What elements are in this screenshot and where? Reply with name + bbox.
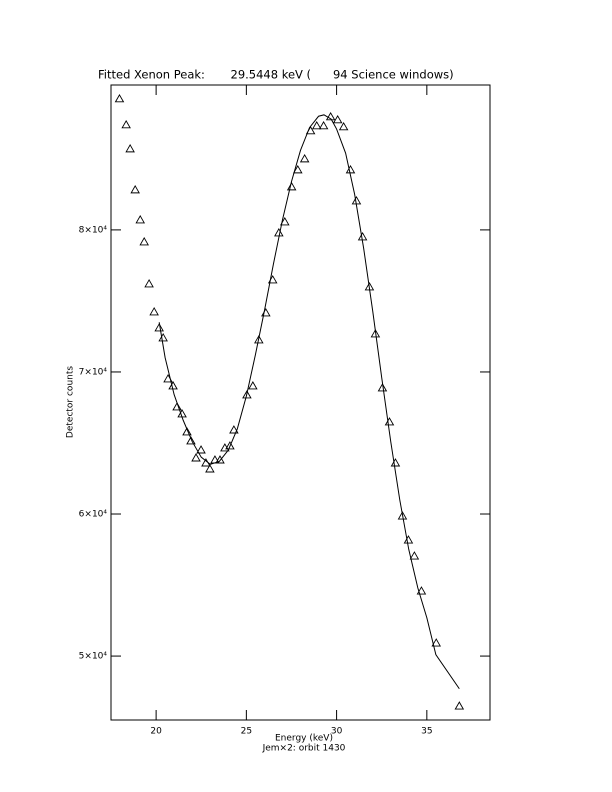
y-axis-label: Detector counts	[66, 366, 76, 438]
data-point	[125, 143, 135, 153]
x-axis-sublabel: Jem×2: orbit 1430	[262, 744, 346, 754]
data-point	[139, 236, 149, 246]
data-point	[205, 464, 215, 473]
data-point	[121, 119, 131, 129]
data-point	[114, 93, 125, 103]
data-point	[149, 307, 159, 316]
data-point	[293, 164, 303, 174]
data-point	[357, 231, 368, 241]
data-point	[338, 121, 349, 131]
data-point	[332, 114, 343, 124]
data-point	[261, 308, 271, 317]
data-point	[280, 216, 290, 226]
data-point	[191, 453, 201, 462]
data-point	[186, 436, 196, 445]
data-point	[182, 427, 192, 436]
data-point	[154, 323, 164, 332]
y-tick-label: 8×10⁴	[79, 225, 108, 235]
data-point	[168, 381, 178, 390]
data-point	[229, 425, 239, 434]
data-point	[325, 111, 336, 121]
x-tick-label: 30	[331, 727, 343, 737]
data-point	[370, 329, 381, 338]
data-point	[390, 458, 401, 467]
x-axis-label: Energy (keV)	[275, 734, 333, 744]
data-point	[215, 455, 225, 464]
x-tick-label: 35	[421, 727, 432, 737]
data-point	[454, 701, 465, 710]
data-point	[397, 511, 408, 520]
data-point	[403, 535, 414, 544]
data-point	[254, 335, 264, 344]
data-point	[377, 383, 388, 392]
y-tick-label: 6×10⁴	[79, 510, 108, 520]
data-point	[196, 445, 206, 454]
data-point	[286, 181, 297, 191]
plot-frame	[110, 84, 491, 721]
data-point	[311, 120, 322, 130]
chart-title: Fitted Xenon Peak: 29.5448 keV ( 94 Scie…	[98, 68, 454, 82]
data-point	[416, 586, 427, 595]
data-point	[242, 390, 252, 399]
data-point	[409, 551, 420, 560]
data-point	[345, 164, 356, 174]
y-tick-label: 5×10⁴	[79, 652, 108, 662]
x-tick-label: 25	[241, 727, 252, 737]
data-point	[274, 227, 284, 237]
data-point	[299, 153, 310, 163]
data-point	[158, 333, 168, 342]
y-tick-label: 7×10⁴	[79, 367, 108, 377]
data-point	[144, 279, 154, 288]
data-point	[248, 381, 258, 390]
data-point	[384, 417, 395, 426]
data-point	[172, 402, 182, 411]
data-point	[225, 441, 235, 450]
fit-line	[158, 114, 460, 690]
data-point	[318, 120, 329, 130]
data-point	[431, 638, 441, 647]
data-point	[130, 184, 140, 194]
data-point	[135, 214, 146, 224]
x-tick-label: 20	[150, 727, 162, 737]
